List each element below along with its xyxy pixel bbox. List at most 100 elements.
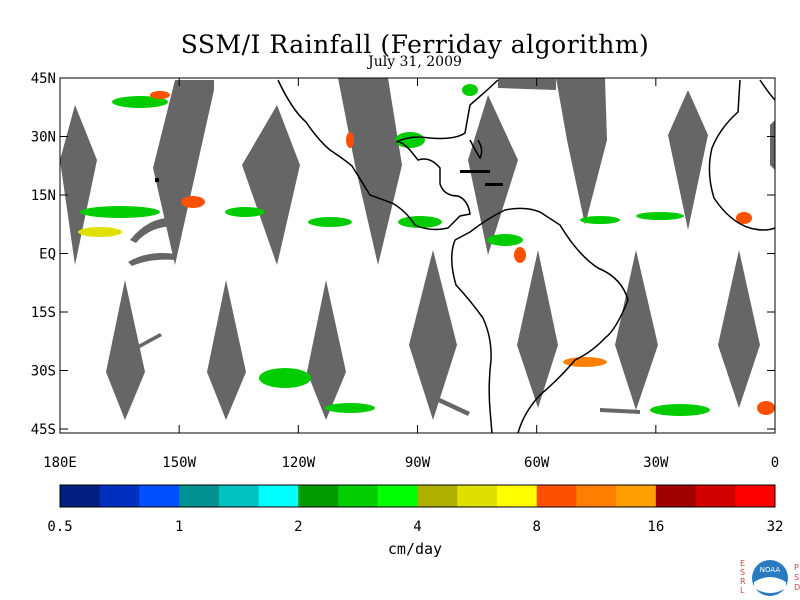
swath-gap <box>153 80 214 265</box>
lat-tick-label: 45N <box>31 71 56 87</box>
colorbar-swatch <box>457 485 498 507</box>
rain-patch <box>325 403 375 413</box>
swath-gap <box>242 105 300 265</box>
lon-tick-label: 0 <box>771 455 779 471</box>
coastlines <box>277 79 776 434</box>
coastline-south-america <box>451 207 629 434</box>
coastline-africa <box>708 79 776 231</box>
lon-tick-label: 30W <box>643 455 669 471</box>
colorbar-swatch <box>695 485 736 507</box>
lat-tick-label: 15N <box>31 188 56 204</box>
swath-arc <box>498 78 556 90</box>
swath-gap <box>668 90 708 230</box>
rain-patch <box>757 401 775 415</box>
rain-patch <box>580 216 620 224</box>
island <box>485 183 503 186</box>
rain-patch <box>650 404 710 416</box>
swath-gap <box>307 280 346 420</box>
rain-patch <box>487 234 523 246</box>
coastline-europe <box>759 79 776 101</box>
swath-gaps <box>60 78 775 420</box>
colorbar-swatch <box>139 485 180 507</box>
colorbar-swatch <box>338 485 379 507</box>
colorbar-swatch <box>616 485 657 507</box>
swath-gap <box>718 250 760 408</box>
colorbar-swatch <box>655 485 697 507</box>
rain-patches <box>78 84 775 416</box>
colorbar-swatch <box>218 485 260 507</box>
colorbar-label: 8 <box>532 519 540 535</box>
rain-patch <box>181 196 205 208</box>
rain-patch <box>563 357 607 367</box>
latitude-axis: 45N 30N 15N EQ 15S 30S 45S <box>31 71 775 438</box>
lon-tick-label: 120W <box>281 455 315 471</box>
lon-tick-label: 180E <box>43 455 77 471</box>
logo-badge-text: NOAA <box>760 566 781 574</box>
colorbar-swatch <box>735 485 776 507</box>
colorbar-label: 32 <box>767 519 784 535</box>
colorbar-swatch <box>417 485 458 507</box>
colorbar-label: 4 <box>413 519 421 535</box>
swath-gap <box>207 280 246 420</box>
lat-tick-label: 45S <box>31 422 56 438</box>
coastline-florida <box>469 139 483 160</box>
rain-patch <box>636 212 684 220</box>
rain-patch <box>308 217 352 227</box>
swath-arc <box>128 253 176 266</box>
coastline-north-america <box>277 79 499 231</box>
swath-gap <box>338 78 402 265</box>
rain-patch <box>80 206 160 218</box>
colorbar-label: 2 <box>294 519 302 535</box>
colorbar-swatch <box>179 485 220 507</box>
rain-patch <box>150 91 170 99</box>
rain-patch <box>736 212 752 224</box>
rain-patch <box>259 368 311 388</box>
island <box>460 170 490 173</box>
island <box>155 178 159 182</box>
rain-patch <box>78 227 122 237</box>
swath-gap <box>468 95 518 255</box>
rain-patch <box>112 96 168 108</box>
swath-gap <box>60 105 97 265</box>
rain-patch <box>398 216 442 228</box>
swath-gap <box>615 250 658 410</box>
rain-patch <box>346 132 354 148</box>
colorbar-label: 16 <box>647 519 664 535</box>
swath-gap <box>770 120 775 170</box>
lat-tick-label: 30S <box>31 364 56 380</box>
lat-tick-label: 30N <box>31 130 56 146</box>
swath-gap <box>556 78 607 225</box>
colorbar-swatch <box>298 485 339 507</box>
swath-gap <box>517 250 558 408</box>
colorbar-swatch <box>99 485 140 507</box>
swath-arc <box>138 333 162 348</box>
swath-arc <box>600 408 640 414</box>
swath-arc <box>130 217 178 243</box>
chart-date: July 31, 2009 <box>368 54 462 70</box>
lon-tick-label: 90W <box>405 455 431 471</box>
colorbar-units: cm/day <box>387 540 443 558</box>
colorbar-frame <box>59 484 776 508</box>
colorbar-label: 0.5 <box>47 519 72 535</box>
colorbar-swatch <box>258 485 299 507</box>
colorbar-swatch <box>496 485 538 507</box>
islands <box>155 170 503 186</box>
rain-patch <box>225 207 265 217</box>
colorbar-swatch <box>377 485 418 507</box>
colorbar-label: 1 <box>175 519 183 535</box>
rain-patch <box>514 247 526 263</box>
colorbar: 0.5 1 2 4 8 16 32 <box>47 484 784 535</box>
swath-arc <box>438 398 470 416</box>
swath-gap <box>409 250 457 420</box>
lon-tick-label: 60W <box>524 455 550 471</box>
colorbar-swatch <box>60 485 101 507</box>
rain-patch <box>462 84 478 96</box>
lat-tick-label: 15S <box>31 305 56 321</box>
chart-title: SSM/I Rainfall (Ferriday algorithm) <box>180 30 650 59</box>
colorbar-swatch <box>536 485 577 507</box>
lon-tick-label: 150W <box>162 455 196 471</box>
